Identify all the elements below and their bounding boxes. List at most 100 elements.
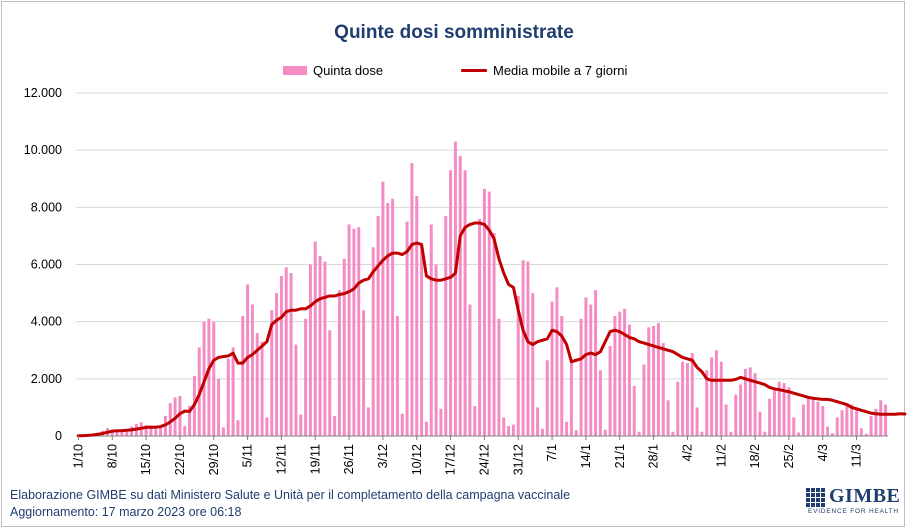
- bar: [125, 429, 129, 436]
- legend-item-bars: Quinta dose: [283, 63, 383, 78]
- bar: [478, 218, 482, 436]
- bar: [226, 358, 230, 436]
- bar: [782, 383, 786, 436]
- bar: [429, 224, 433, 436]
- bar: [468, 304, 472, 436]
- bar: [598, 370, 602, 436]
- bar: [797, 432, 801, 436]
- bar: [502, 417, 506, 436]
- logo-grid-icon: [806, 487, 826, 507]
- bar: [826, 426, 830, 436]
- bar: [405, 221, 409, 436]
- bar: [381, 181, 385, 436]
- moving-average-line: [76, 221, 907, 438]
- bar: [308, 264, 312, 436]
- bar: [845, 403, 849, 436]
- x-tick-label: 24/12: [477, 444, 491, 475]
- bar: [453, 141, 457, 436]
- x-tick-label: 29/10: [207, 444, 221, 475]
- footer-source: Elaborazione GIMBE su dati Ministero Sal…: [10, 488, 571, 502]
- bar: [159, 425, 163, 436]
- logo-tagline: EVIDENCE FOR HEALTH: [808, 508, 899, 515]
- bar: [352, 228, 356, 436]
- bar: [835, 417, 839, 436]
- bar: [482, 188, 486, 436]
- y-tick-label: 2.000: [31, 372, 62, 386]
- bar: [275, 293, 279, 436]
- bar: [574, 430, 578, 436]
- x-tick-label: 3/12: [376, 444, 390, 468]
- bar: [623, 308, 627, 436]
- bar: [391, 198, 395, 436]
- bar: [874, 408, 878, 436]
- bar: [743, 368, 747, 436]
- bar: [511, 424, 515, 436]
- x-tick-label: 18/2: [748, 444, 762, 468]
- logo-name: GIMBE: [829, 485, 901, 507]
- y-tick-label: 8.000: [31, 200, 62, 214]
- bar: [671, 431, 675, 436]
- bar: [695, 407, 699, 436]
- bar: [260, 341, 264, 436]
- bar: [395, 315, 399, 436]
- bar: [676, 381, 680, 436]
- x-tick-label: 21/1: [613, 444, 627, 468]
- bar: [763, 431, 767, 436]
- bar: [661, 343, 665, 436]
- x-tick-label: 28/1: [647, 444, 661, 468]
- x-tick-label: 5/11: [241, 444, 255, 467]
- bar: [289, 273, 293, 436]
- bar: [864, 433, 868, 436]
- x-tick-label: 14/1: [579, 444, 593, 468]
- bar: [410, 163, 414, 436]
- bar: [444, 215, 448, 436]
- bar: [497, 318, 501, 436]
- x-tick-label: 17/12: [444, 444, 458, 475]
- bar: [439, 408, 443, 436]
- bar: [120, 431, 124, 436]
- bar: [154, 429, 158, 436]
- bar: [299, 414, 303, 436]
- bar: [801, 404, 805, 436]
- x-tick-label: 7/1: [545, 444, 559, 461]
- bar: [811, 397, 815, 436]
- bar: [855, 410, 859, 436]
- bar: [221, 427, 225, 436]
- bar: [632, 385, 636, 436]
- bar: [840, 410, 844, 436]
- bar: [739, 384, 743, 436]
- x-tick-label: 1/10: [71, 444, 85, 468]
- bar: [270, 310, 274, 436]
- bar: [318, 255, 322, 436]
- y-tick-label: 12.000: [24, 86, 62, 100]
- y-tick-label: 0: [55, 429, 62, 443]
- bar: [255, 333, 259, 436]
- x-tick-label: 10/12: [410, 444, 424, 475]
- bar: [110, 429, 114, 436]
- bar: [584, 297, 588, 436]
- x-tick-label: 19/11: [308, 444, 322, 474]
- bar: [246, 284, 250, 436]
- bar: [415, 195, 419, 436]
- bar: [284, 267, 288, 436]
- bar: [579, 318, 583, 436]
- bar: [879, 400, 883, 436]
- bar: [816, 401, 820, 436]
- footer-updated: Aggiornamento: 17 marzo 2023 ore 06:18: [10, 505, 242, 519]
- bar: [420, 244, 424, 436]
- bar: [207, 318, 211, 436]
- bar: [777, 381, 781, 436]
- bar: [236, 420, 240, 436]
- bar: [507, 425, 511, 436]
- bar: [144, 425, 148, 436]
- bar: [705, 370, 709, 436]
- bar: [540, 428, 544, 436]
- bar: [830, 433, 834, 436]
- bar: [550, 301, 554, 436]
- bar: [231, 347, 235, 436]
- bar: [792, 417, 796, 436]
- bar: [357, 227, 361, 436]
- x-tick-label: 15/10: [139, 444, 153, 475]
- bar: [473, 405, 477, 436]
